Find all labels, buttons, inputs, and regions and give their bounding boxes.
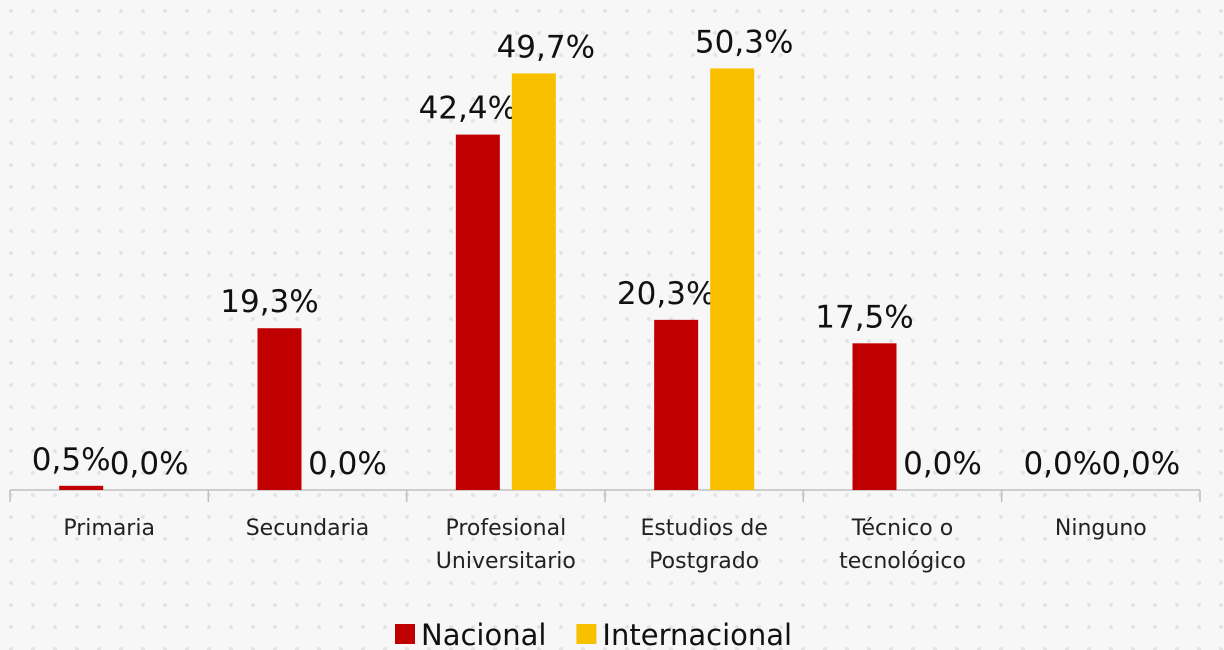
x-tick-label: Estudios de Postgrado [640,516,768,574]
x-tick-label: Técnico o tecnológico [839,516,966,574]
data-label: 42,4% [419,91,517,127]
x-tick-label: Ninguno [1054,516,1147,541]
data-label: 0,5% [32,442,111,478]
data-label: 20,3% [617,276,715,312]
bar [455,134,500,491]
bar [59,485,104,490]
data-label: 0,0% [1023,446,1102,482]
x-tick-label: Secundaria [245,516,370,541]
bar [852,343,897,490]
legend-swatch [576,624,597,644]
data-label: 17,5% [815,299,913,335]
bar [710,68,755,491]
data-label: 0,0% [1101,446,1180,482]
legend-label: Nacional [421,618,546,650]
legend-swatch [395,624,415,644]
bar [257,328,302,490]
data-label: 0,0% [308,446,387,482]
data-label: 0,0% [110,446,189,482]
x-tick-label: Profesional Universitario [435,516,576,574]
legend-label: Internacional [602,618,792,650]
bar [511,73,556,490]
bar [654,319,699,490]
data-label: 0,0% [903,446,982,482]
x-tick-label: Primaria [63,516,155,541]
data-label: 50,3% [695,24,793,60]
data-label: 49,7% [497,29,595,65]
data-label: 19,3% [220,284,318,320]
